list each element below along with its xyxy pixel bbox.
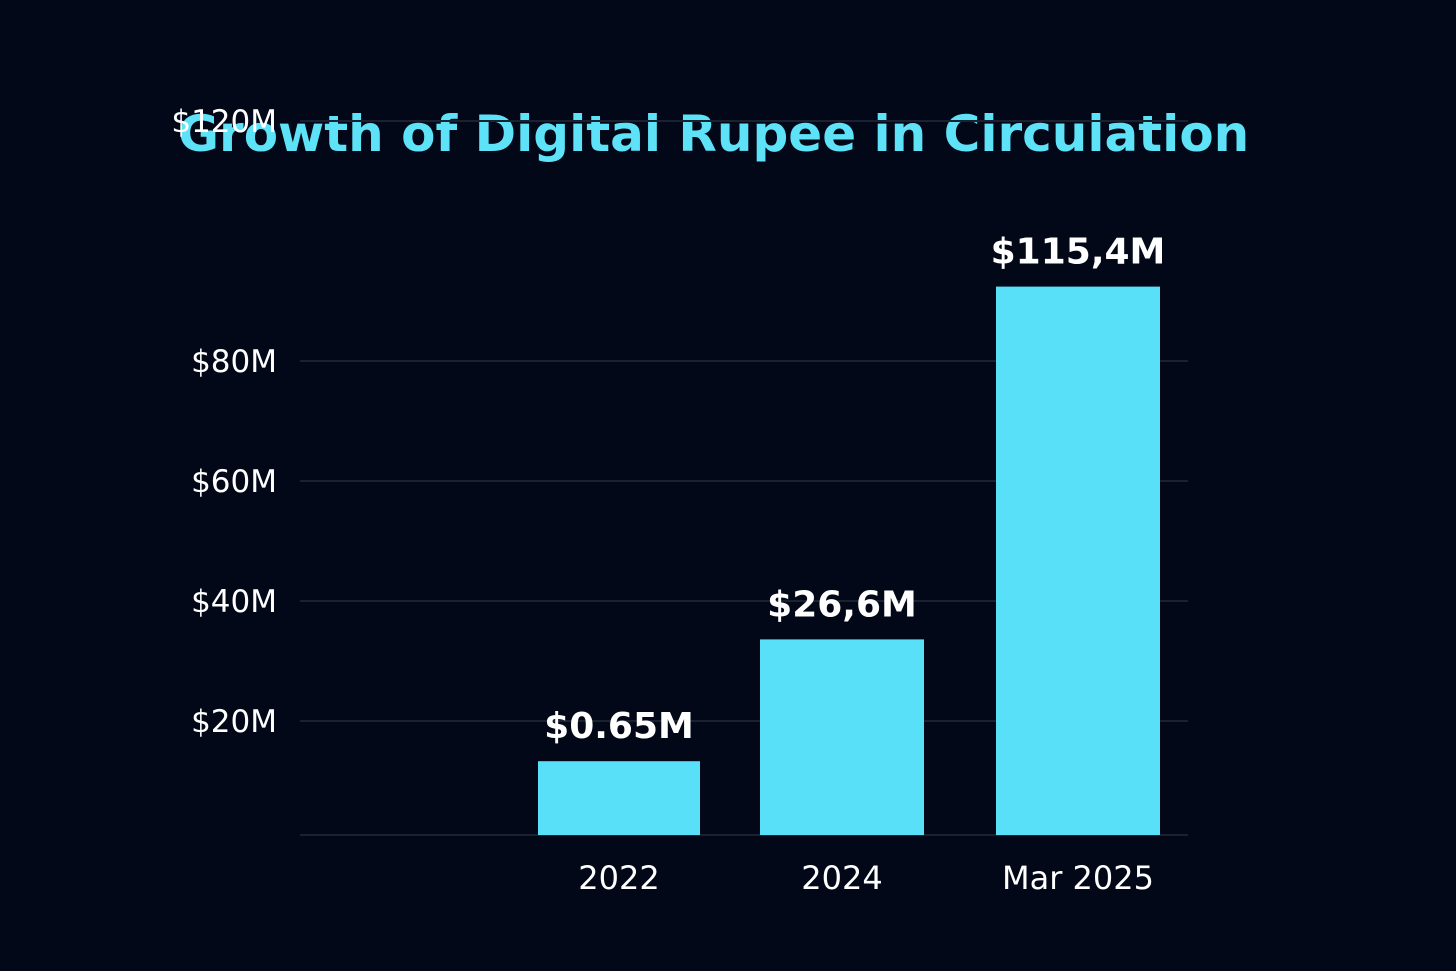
bar-value-label: $115,4M: [991, 232, 1166, 273]
y-tick-label: $20M: [191, 704, 277, 740]
chart-title: Growth of Digital Rupee in Circulation: [178, 105, 1250, 163]
bar: [538, 761, 700, 835]
y-tick-label: $60M: [191, 464, 277, 500]
bar-value-label: $26,6M: [767, 584, 917, 625]
labels: $0.65M 2022 $26,6M 2024 $115,4M Mar 2025: [544, 232, 1165, 897]
bar: [760, 639, 924, 835]
y-tick-label: $120M: [171, 104, 277, 140]
x-tick-label: 2024: [801, 859, 882, 897]
y-axis: $20M $40M $60M $80M $120M: [171, 104, 277, 740]
bar-value-label: $0.65M: [544, 706, 694, 747]
x-tick-label: 2022: [578, 859, 659, 897]
bars: [538, 286, 1160, 836]
y-tick-label: $40M: [191, 584, 277, 620]
x-tick-label: Mar 2025: [1002, 859, 1154, 897]
gridlines: [300, 120, 1188, 836]
y-tick-label: $80M: [191, 344, 277, 380]
bar: [996, 286, 1160, 836]
